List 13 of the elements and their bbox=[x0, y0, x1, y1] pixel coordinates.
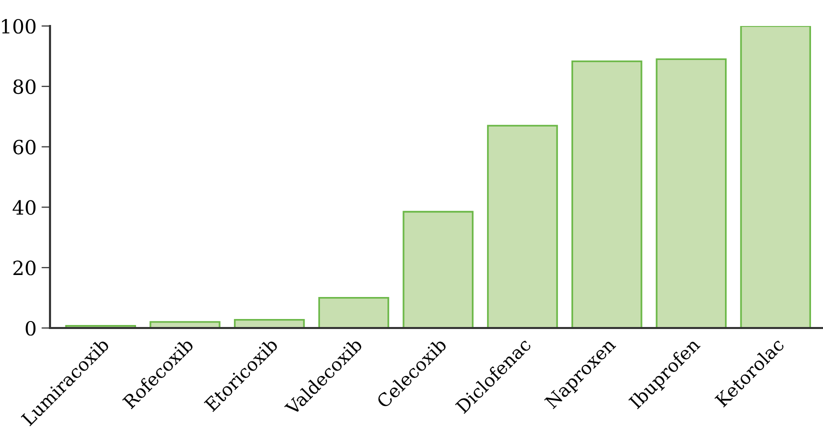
bar bbox=[487, 124, 558, 328]
bar bbox=[571, 60, 642, 328]
y-tick-label: 20 bbox=[13, 260, 36, 276]
y-tick-label: 40 bbox=[12, 200, 36, 215]
y-tick-label: 80 bbox=[13, 79, 36, 94]
y-tick-label: 60 bbox=[13, 140, 36, 154]
bar bbox=[318, 296, 390, 328]
bar bbox=[656, 58, 727, 328]
y-tick-label: 0 bbox=[26, 320, 36, 336]
y-tick-label: 100 bbox=[2, 18, 36, 34]
bar bbox=[740, 26, 812, 328]
bar bbox=[234, 319, 305, 328]
bar bbox=[402, 210, 474, 328]
